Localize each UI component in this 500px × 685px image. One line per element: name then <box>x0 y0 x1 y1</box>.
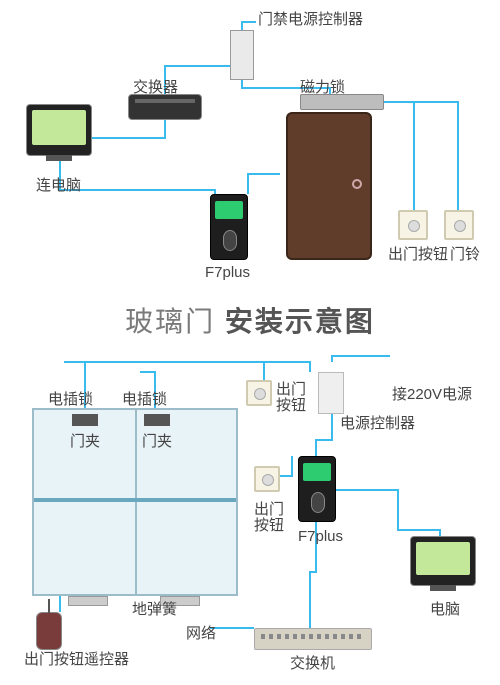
label-bottom-switch: 交换机 <box>290 652 335 673</box>
label-bottom-net: 网络 <box>186 622 216 643</box>
floor-spring-left <box>68 596 108 606</box>
exit-button-top <box>398 210 428 240</box>
pc-monitor-top <box>26 104 92 156</box>
label-top-pc: 连电脑 <box>36 174 81 195</box>
label-bottom-reader: F7plus <box>298 528 343 545</box>
label-bottom-psu: 电源控制器 <box>340 412 415 433</box>
door-clip-right <box>144 414 170 426</box>
label-bottom-spring: 地弹簧 <box>132 598 177 619</box>
wooden-door <box>286 112 372 260</box>
pc-monitor-bottom <box>410 536 476 586</box>
label-bottom-clip2: 门夹 <box>142 430 172 451</box>
network-switch-top <box>128 94 202 120</box>
label-bottom-exitbtn2b: 按钮 <box>254 514 284 535</box>
network-switch-bottom <box>254 628 372 650</box>
fingerprint-reader-bottom <box>298 456 336 522</box>
exit-button-lower <box>254 466 280 492</box>
label-top-exitbtn: 出门按钮 <box>388 243 448 264</box>
label-bottom-elock1: 电插锁 <box>48 388 93 409</box>
doorbell <box>444 210 474 240</box>
label-bottom-remote: 出门按钮遥控器 <box>24 648 129 669</box>
label-bottom-clip1: 门夹 <box>70 430 100 451</box>
title-part2: 安装示意图 <box>215 306 375 337</box>
label-bottom-elock2: 电插锁 <box>122 388 167 409</box>
label-top-switch: 交换器 <box>133 76 178 97</box>
exit-button-upper <box>246 380 272 406</box>
label-top-acpsu: 门禁电源控制器 <box>258 8 363 29</box>
label-top-maglock: 磁力锁 <box>300 76 345 97</box>
power-controller <box>318 372 344 414</box>
label-bottom-pc: 电脑 <box>430 598 460 619</box>
access-control-psu <box>230 30 254 80</box>
exit-remote <box>36 612 62 650</box>
label-top-doorbell: 门铃 <box>450 243 480 264</box>
label-bottom-exitbtn1b: 按钮 <box>276 394 306 415</box>
fingerprint-reader-top <box>210 194 248 260</box>
door-clip-left <box>72 414 98 426</box>
label-top-reader: F7plus <box>205 264 250 281</box>
title-part1: 玻璃门 <box>125 306 215 337</box>
label-bottom-power: 接220V电源 <box>392 383 472 404</box>
glass-double-door <box>32 408 238 596</box>
diagram-title: 玻璃门 安装示意图 <box>0 300 500 340</box>
